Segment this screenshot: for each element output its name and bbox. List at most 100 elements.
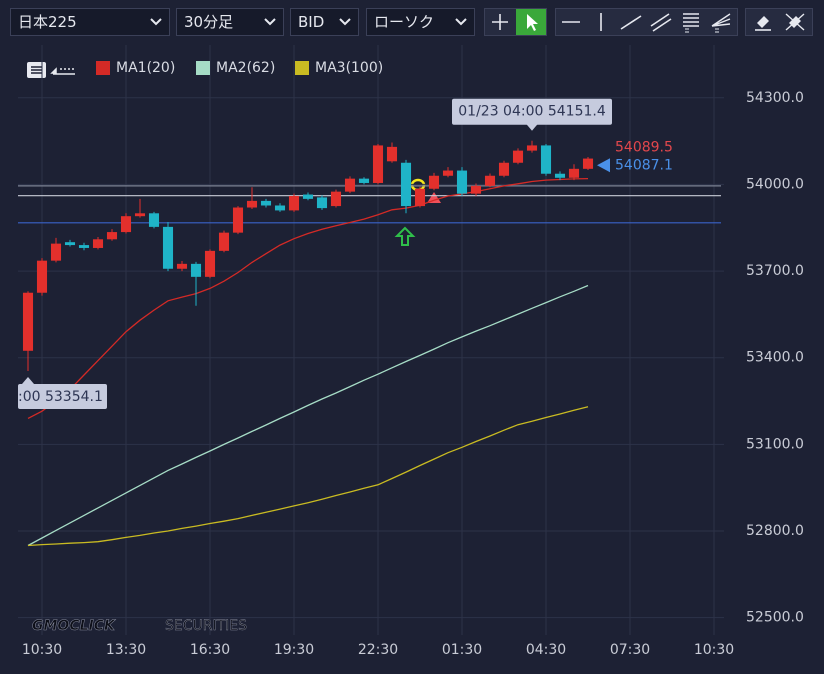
- candle: [78, 242, 90, 251]
- candle: [540, 143, 552, 176]
- interval-dropdown[interactable]: 30分足: [176, 8, 284, 36]
- hline-button[interactable]: [556, 9, 586, 35]
- candle-body: [36, 260, 48, 293]
- candle-body: [302, 194, 314, 199]
- candle-body: [582, 158, 594, 169]
- candle-body: [64, 242, 76, 246]
- candle: [526, 140, 538, 153]
- candle: [260, 198, 272, 208]
- dropdown-text: 30分足: [184, 13, 234, 31]
- candle: [512, 148, 524, 165]
- candle: [190, 261, 202, 306]
- candle: [176, 260, 188, 272]
- candle: [204, 249, 216, 279]
- candle: [414, 186, 426, 208]
- candle: [120, 213, 132, 234]
- pointer-button[interactable]: [516, 9, 546, 35]
- candle-body: [526, 145, 538, 151]
- y-tick-label: 54000.0: [746, 176, 804, 192]
- candle: [442, 167, 454, 178]
- candle: [92, 236, 104, 250]
- low-label-pointer: [22, 376, 34, 384]
- y-tick-label: 52500.0: [746, 610, 804, 626]
- legend-label: MA2(62): [216, 60, 275, 76]
- x-tick-label: 07:30: [610, 642, 650, 658]
- candle: [316, 195, 328, 210]
- candle-body: [148, 213, 160, 227]
- y-tick-label: 52800.0: [746, 523, 804, 539]
- x-tick-label: 04:30: [526, 642, 566, 658]
- signal-markers: [394, 178, 441, 246]
- candle-body: [330, 191, 342, 207]
- price-label: 54089.5: [615, 140, 673, 156]
- candle-body: [92, 239, 104, 248]
- crosshair-button[interactable]: [485, 9, 515, 35]
- chevron: [339, 18, 351, 26]
- candle-body: [22, 292, 34, 351]
- candle: [568, 164, 580, 181]
- chevron: [455, 18, 467, 26]
- eraser-button[interactable]: [748, 9, 778, 35]
- dropdown-text: ローソク: [374, 13, 435, 31]
- chart-type-dropdown[interactable]: ローソク: [366, 8, 475, 36]
- ma-line: [27, 284, 589, 547]
- vline-button[interactable]: [586, 9, 616, 35]
- candle-body: [358, 178, 370, 183]
- watermark-brand: GMOCLICK: [32, 618, 116, 634]
- candle: [386, 142, 398, 163]
- legend-swatch: [96, 61, 110, 75]
- dropdown-text: BID: [298, 13, 325, 31]
- candle-body: [484, 175, 496, 186]
- legend-label: MA1(20): [116, 60, 175, 76]
- candle-body: [162, 226, 174, 269]
- trendline-button[interactable]: [616, 9, 646, 35]
- price-type-dropdown[interactable]: BID: [290, 8, 359, 36]
- candle-body: [554, 173, 566, 178]
- candle-body: [344, 178, 356, 192]
- price-label: 54087.1: [615, 157, 673, 173]
- candle-body: [120, 216, 132, 233]
- candle-body: [540, 145, 552, 174]
- y-tick-label: 53400.0: [746, 350, 804, 366]
- chevron: [150, 18, 162, 26]
- candle-body: [400, 162, 412, 207]
- fib-fan-button[interactable]: [706, 9, 736, 35]
- candle-body: [512, 150, 524, 163]
- plot-area: [18, 140, 721, 547]
- candle: [470, 183, 482, 196]
- chevron: [264, 18, 276, 26]
- candle-body: [190, 263, 202, 277]
- channel-button[interactable]: [646, 9, 676, 35]
- erase-tools: [745, 8, 813, 36]
- y-tick-label: 53700.0: [746, 263, 804, 279]
- drawing-tools: [555, 8, 738, 36]
- y-tick-label: 54300.0: [746, 90, 804, 106]
- candle: [498, 160, 510, 178]
- candle-body: [456, 170, 468, 194]
- candle: [246, 187, 258, 209]
- dropdown-text: 日本225: [18, 13, 77, 31]
- x-tick-label: 22:30: [358, 642, 398, 658]
- candle-body: [316, 197, 328, 209]
- low-label-box: [18, 383, 107, 409]
- candle: [148, 211, 160, 229]
- high-label: 01/23 04:00 54151.4: [458, 104, 606, 120]
- legend-label: MA3(100): [315, 60, 383, 76]
- candle: [22, 291, 34, 371]
- candle-body: [428, 175, 440, 189]
- candle-body: [232, 207, 244, 233]
- candle: [274, 203, 286, 212]
- ma-line: [27, 406, 589, 547]
- candle-body: [260, 200, 272, 206]
- erase-all-button[interactable]: [780, 9, 810, 35]
- y-tick-label: 53100.0: [746, 436, 804, 452]
- candle-body: [414, 188, 426, 207]
- candle-body: [274, 205, 286, 211]
- x-tick-label: 01:30: [442, 642, 482, 658]
- candle-body: [134, 213, 146, 217]
- candle: [484, 173, 496, 188]
- symbol-dropdown[interactable]: 日本225: [10, 8, 170, 36]
- fib-retracement-button[interactable]: [676, 9, 706, 35]
